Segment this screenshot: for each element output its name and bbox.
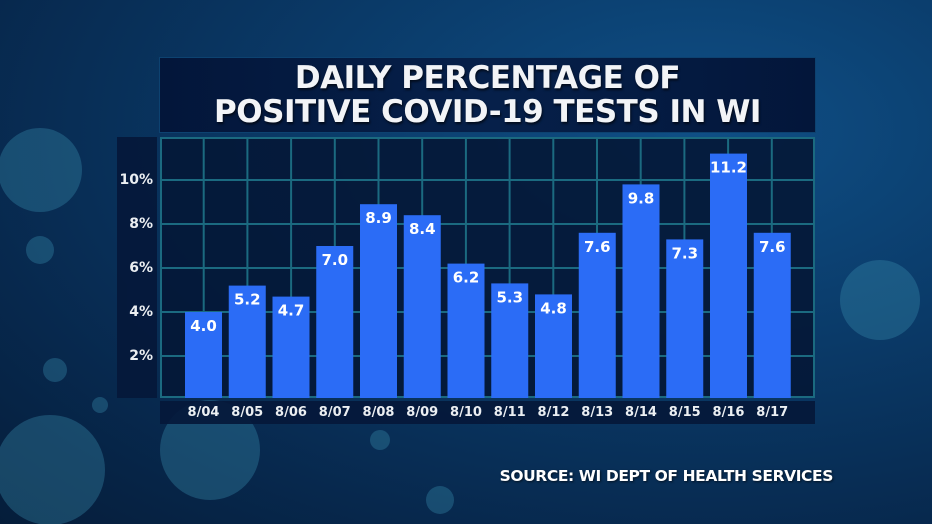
y-tick-label: 6% <box>129 260 153 276</box>
x-tick-label: 8/10 <box>450 405 482 420</box>
x-tick-label: 8/05 <box>231 405 264 420</box>
bar-8/10 <box>447 263 485 398</box>
bar-8/11 <box>491 283 529 398</box>
y-tick-label: 10% <box>119 172 153 188</box>
bar-value-label: 5.3 <box>496 288 523 306</box>
x-tick-label: 8/15 <box>668 405 701 420</box>
plot-area: 4.0 5.2 4.7 7.0 8.9 8.4 6.2 5.3 4.8 7.6 9.8 7.3 11.2… <box>160 137 815 398</box>
x-tick-label: 8/17 <box>756 405 789 420</box>
chart-title-line-1: DAILY PERCENTAGE OF <box>294 60 681 96</box>
bar-8/04 <box>185 312 222 398</box>
bar-value-label: 8.4 <box>409 220 436 238</box>
y-tick-label: 2% <box>129 348 153 364</box>
bar-value-label: 11.2 <box>710 159 747 177</box>
bar-value-label: 4.7 <box>278 302 305 320</box>
x-tick-label: 8/11 <box>493 405 526 420</box>
bar-8/15 <box>666 239 704 398</box>
bar-8/12 <box>535 294 572 398</box>
bar-8/09 <box>403 215 441 398</box>
bar-value-label: 7.3 <box>671 244 698 262</box>
source-note: SOURCE: WI DEPT OF HEALTH SERVICES <box>499 467 834 485</box>
bar-value-label: 7.6 <box>584 238 611 256</box>
x-tick-label: 8/07 <box>318 405 351 420</box>
chart-title-line-2: POSITIVE COVID-19 TESTS IN WI <box>214 94 761 130</box>
bar-8/06 <box>272 296 310 398</box>
bar-8/16 <box>710 153 747 398</box>
y-tick-label: 4% <box>129 304 153 320</box>
y-axis-panel: 2% 4% 6% 8% 10% <box>117 137 157 398</box>
bar-value-label: 5.2 <box>234 291 261 309</box>
chart-title-box: DAILY PERCENTAGE OF POSITIVE COVID-19 TE… <box>160 58 815 132</box>
bar-value-label: 8.9 <box>365 209 392 227</box>
bar-value-label: 9.8 <box>628 189 655 207</box>
bar-8/07 <box>316 246 354 398</box>
x-tick-label: 8/16 <box>712 405 745 420</box>
bar-value-label: 7.6 <box>759 238 786 256</box>
bar-value-label: 4.0 <box>190 317 217 335</box>
x-tick-label: 8/04 <box>187 405 220 420</box>
bar-value-label: 7.0 <box>321 251 348 269</box>
x-tick-label: 8/13 <box>581 405 614 420</box>
x-tick-label: 8/06 <box>275 405 307 420</box>
bar-8/05 <box>228 285 266 398</box>
bar-8/08 <box>360 204 397 398</box>
y-tick-label: 8% <box>129 216 153 232</box>
x-tick-label: 8/12 <box>537 405 570 420</box>
x-axis-label-band: 8/04 8/05 8/06 8/07 8/08 8/09 8/10 8/11 8/12 8/13… <box>160 401 815 424</box>
bar-8/17 <box>753 232 791 398</box>
x-tick-label: 8/14 <box>625 405 657 420</box>
x-tick-label: 8/09 <box>406 405 439 420</box>
plot-border <box>160 137 815 398</box>
bar-8/14 <box>622 184 660 398</box>
x-tick-label: 8/08 <box>362 405 395 420</box>
bar-8/13 <box>578 232 616 398</box>
bar-value-label: 6.2 <box>453 269 480 287</box>
bar-chart: 4.0 5.2 4.7 7.0 8.9 8.4 6.2 5.3 4.8 7.6 9.8 7.3 11.2… <box>160 137 815 398</box>
bar-value-label: 4.8 <box>540 299 567 317</box>
